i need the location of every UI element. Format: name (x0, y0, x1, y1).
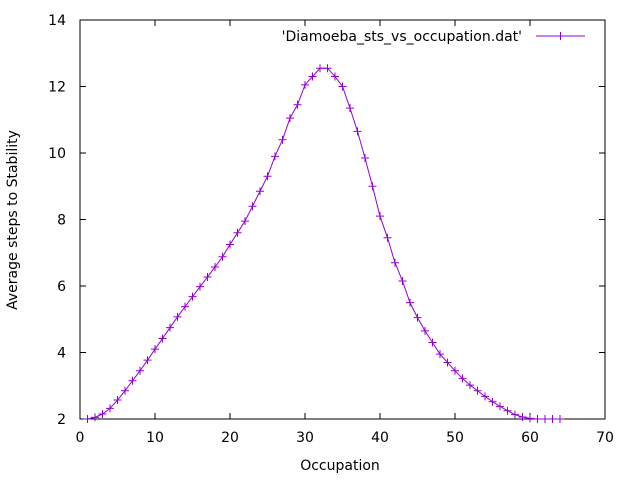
data-point (496, 402, 504, 411)
data-point (278, 135, 287, 144)
data-point (526, 414, 534, 423)
data-point (218, 252, 227, 261)
data-point (376, 212, 384, 221)
data-point (128, 376, 137, 385)
y-tick-label: 8 (57, 213, 66, 229)
x-tick-label: 30 (296, 430, 314, 446)
y-tick-label: 2 (57, 412, 66, 428)
data-point (511, 410, 519, 419)
data-point (301, 80, 309, 89)
data-point (548, 415, 557, 423)
data-point (211, 263, 219, 272)
legend-marker (556, 32, 565, 40)
data-point (346, 104, 354, 113)
data-point (368, 182, 377, 191)
data-point (158, 334, 167, 343)
y-tick-label: 10 (48, 146, 66, 162)
data-point (436, 350, 444, 359)
data-point (353, 127, 362, 136)
series-line (87, 67, 560, 420)
data-point (406, 298, 414, 307)
data-point (503, 406, 512, 415)
y-axis-label: Average steps to Stability (5, 130, 21, 310)
series-group (83, 64, 564, 423)
data-point (106, 404, 114, 413)
data-point (473, 386, 482, 395)
data-point (383, 233, 392, 242)
data-point (151, 345, 159, 354)
data-point (166, 323, 174, 332)
data-point (458, 374, 467, 383)
data-point (518, 413, 527, 422)
data-point (413, 313, 422, 322)
data-point (241, 217, 249, 226)
data-point (481, 392, 489, 401)
y-tick-label: 14 (48, 13, 66, 29)
data-point (323, 64, 332, 73)
data-point (533, 415, 542, 423)
data-point (331, 72, 339, 81)
data-point (398, 277, 407, 286)
axis-tick-labels: 0 10 20 30 40 50 60 70 2 4 6 8 10 12 14 (48, 13, 614, 446)
data-point (541, 415, 549, 423)
data-point (226, 240, 234, 249)
data-point (443, 358, 452, 367)
data-point (361, 153, 369, 162)
data-point (286, 114, 294, 123)
data-point (263, 172, 272, 181)
data-point (428, 338, 437, 347)
y-tick-label: 6 (57, 279, 66, 295)
data-point (338, 82, 347, 91)
data-point (181, 302, 189, 311)
data-point (293, 100, 302, 109)
data-point (466, 381, 474, 390)
x-tick-label: 70 (596, 430, 614, 446)
data-point (173, 312, 182, 321)
data-point (451, 366, 459, 375)
data-point (136, 366, 144, 375)
data-point (121, 386, 129, 395)
data-point (556, 415, 564, 423)
x-tick-label: 0 (76, 430, 85, 446)
data-point (421, 326, 429, 335)
data-point (256, 187, 264, 196)
x-axis-label: Occupation (300, 458, 380, 474)
data-point (203, 273, 212, 282)
data-point (113, 396, 122, 405)
data-point (83, 415, 92, 423)
data-point (488, 397, 497, 406)
x-tick-label: 10 (146, 430, 164, 446)
x-tick-label: 60 (521, 430, 539, 446)
data-point (196, 282, 204, 291)
data-point (308, 72, 317, 81)
y-tick-label: 12 (48, 80, 66, 96)
data-point (391, 258, 399, 267)
data-point (143, 356, 152, 365)
plot-frame (79, 19, 606, 420)
x-tick-label: 20 (221, 430, 239, 446)
data-point (98, 410, 107, 419)
legend-label: 'Diamoeba_sts_vs_occupation.dat' (282, 29, 522, 45)
x-tick-label: 40 (371, 430, 389, 446)
legend: 'Diamoeba_sts_vs_occupation.dat' (282, 29, 585, 45)
data-point (271, 152, 279, 161)
data-point (188, 292, 197, 301)
data-point (91, 413, 99, 422)
y-tick-label: 4 (57, 346, 66, 362)
data-point (316, 64, 324, 73)
data-point (233, 228, 242, 237)
data-point (248, 202, 257, 211)
x-tick-label: 50 (446, 430, 464, 446)
axis-ticks (79, 19, 606, 420)
